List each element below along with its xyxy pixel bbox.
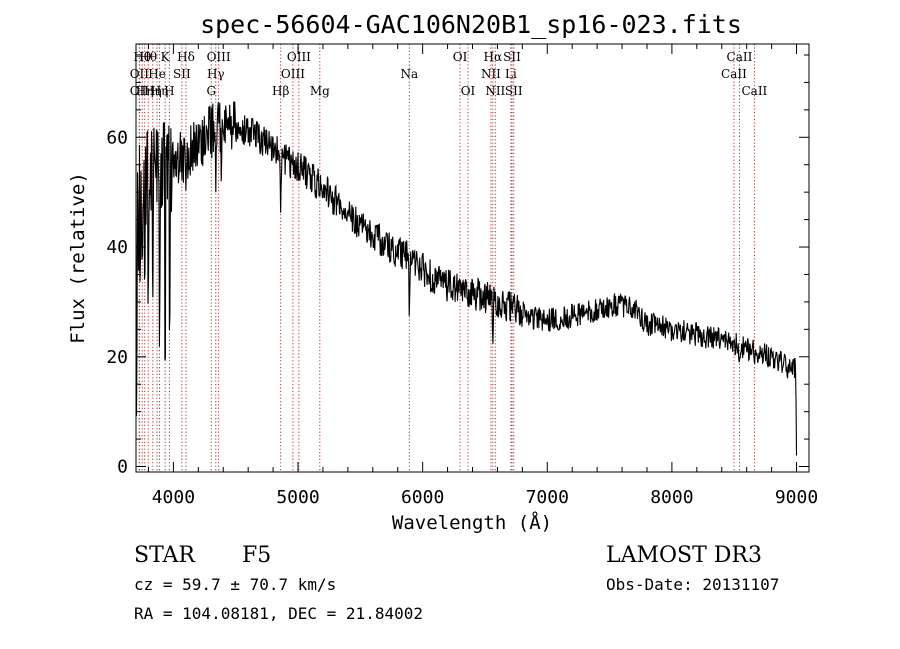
object-subclass: F5 xyxy=(242,543,271,568)
line-label: Hθ xyxy=(133,50,151,64)
y-axis-label: Flux (relative) xyxy=(67,172,89,344)
x-tick-label: 8000 xyxy=(650,487,693,508)
line-label: CaII xyxy=(727,50,753,64)
line-label: OII xyxy=(130,67,150,81)
line-label: NII xyxy=(485,84,505,98)
redshift-value: cz = 59.7 ± 70.7 km/s xyxy=(134,575,336,594)
x-axis: 4000 5000 6000 7000 8000 9000 xyxy=(147,44,818,508)
line-label: OII xyxy=(130,84,150,98)
line-label: Hα xyxy=(484,50,503,64)
line-label: OIII xyxy=(281,67,305,81)
line-label: K xyxy=(161,50,171,64)
spectrum-line xyxy=(135,101,798,456)
line-label: OI xyxy=(453,50,468,64)
y-tick-label: 60 xyxy=(106,127,128,148)
line-label: Na xyxy=(400,67,418,81)
line-label: Hη xyxy=(136,84,154,98)
line-label: SII xyxy=(505,84,523,98)
line-label: CaII xyxy=(721,67,747,81)
plot-frame xyxy=(135,43,810,473)
line-label: Hη xyxy=(144,84,162,98)
x-tick-label: 4000 xyxy=(152,487,195,508)
x-axis-label: Wavelength (Å) xyxy=(392,511,552,534)
line-label: SII xyxy=(503,50,521,64)
object-class: STAR xyxy=(134,543,196,568)
spectral-line-labels: OII OII Hθ Hη Hθ Hη He Hη K H SII Hδ G Hγ OIII Hβ OIII OI… xyxy=(130,50,768,98)
line-label: OIII xyxy=(207,50,231,64)
line-label: Mg xyxy=(310,84,330,98)
spectral-line-markers xyxy=(138,44,755,472)
line-label: He xyxy=(148,67,166,81)
sky-coordinates: RA = 104.08181, DEC = 21.84002 xyxy=(134,604,423,623)
line-label: Hθ xyxy=(139,50,157,64)
line-label: G xyxy=(206,84,216,98)
chart-title: spec-56604-GAC106N20B1_sp16-023.fits xyxy=(200,10,742,39)
line-label: OIII xyxy=(287,50,311,64)
line-label: CaII xyxy=(741,84,767,98)
line-label: H xyxy=(164,84,174,98)
line-label: Hδ xyxy=(177,50,195,64)
y-tick-label: 20 xyxy=(106,347,128,368)
line-label: NII xyxy=(481,67,501,81)
line-label: Hβ xyxy=(272,84,289,98)
x-tick-label: 5000 xyxy=(276,487,319,508)
line-label: Hγ xyxy=(207,67,225,81)
observation-date: Obs-Date: 20131107 xyxy=(606,575,779,594)
line-label: OI xyxy=(461,84,476,98)
y-axis: 0 20 40 60 xyxy=(106,54,809,478)
survey-name: LAMOST DR3 xyxy=(606,543,762,568)
x-tick-label: 6000 xyxy=(401,487,444,508)
line-label: Hη xyxy=(151,84,169,98)
y-tick-label: 40 xyxy=(106,237,128,258)
line-label: SII xyxy=(173,67,191,81)
y-tick-label: 0 xyxy=(117,457,128,478)
line-label: Li xyxy=(505,67,517,81)
x-tick-label: 9000 xyxy=(775,487,818,508)
x-tick-label: 7000 xyxy=(526,487,569,508)
